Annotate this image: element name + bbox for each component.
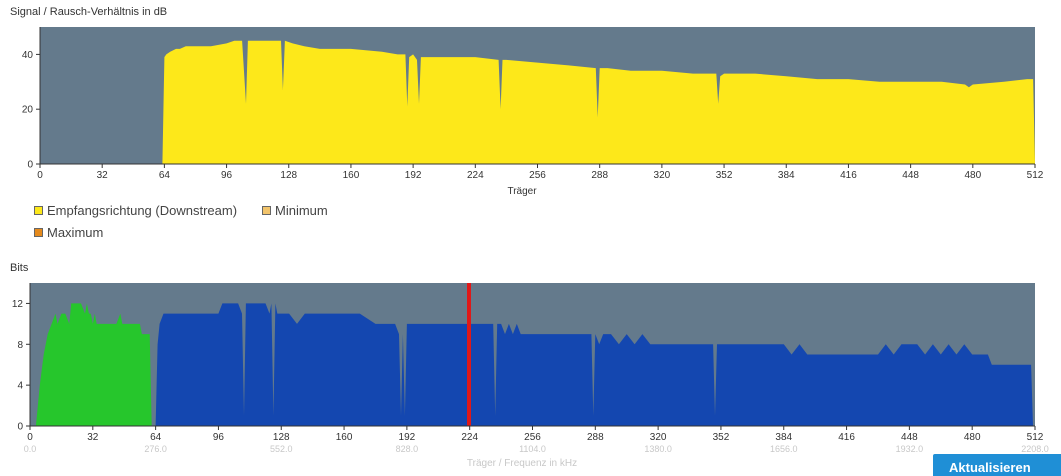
chart2-frequency-tick-label: 828.0 bbox=[396, 444, 419, 454]
legend-item-maximum[interactable]: Maximum bbox=[34, 225, 103, 240]
chart1-x-tick-label: 128 bbox=[280, 170, 297, 181]
chart1-ticks: 0 32 64 96 128 160 192 224 256 288 320 352 384 416 448… bbox=[22, 50, 1044, 181]
chart1-x-tick-label: 512 bbox=[1027, 170, 1044, 181]
chart1-x-tick-label: 256 bbox=[529, 170, 546, 181]
chart1-x-tick-label: 0 bbox=[37, 170, 43, 181]
chart1-title: Signal / Rausch-Verhältnis in dB bbox=[10, 6, 168, 18]
chart2-x-tick-label: 64 bbox=[150, 432, 162, 443]
chart2-x-tick-label: 320 bbox=[650, 432, 667, 443]
chart2-x-tick-label: 160 bbox=[336, 432, 353, 443]
chart1-y-tick-label: 40 bbox=[22, 50, 34, 61]
chart2-x-tick-label: 0 bbox=[27, 432, 33, 443]
chart1-x-tick-label: 192 bbox=[405, 170, 422, 181]
chart1-x-tick-label: 448 bbox=[902, 170, 919, 181]
chart2-frequency-tick-label: 1656.0 bbox=[770, 444, 798, 454]
chart2-x-tick-label: 512 bbox=[1027, 432, 1044, 443]
chart2-series-layer bbox=[35, 303, 1036, 426]
chart1-series-layer bbox=[40, 40, 1035, 165]
legend-label-downstream: Empfangsrichtung (Downstream) bbox=[47, 203, 238, 218]
chart2-ticks: 0 32 64 96 128 160 192 224 256 288 320 352 384 416 448… bbox=[12, 299, 1049, 454]
chart2-series-downstream-area bbox=[155, 303, 1036, 426]
refresh-button[interactable]: Aktualisieren bbox=[933, 454, 1061, 476]
chart2-frequency-tick-label: 276.0 bbox=[144, 444, 167, 454]
chart1-y-tick-label: 20 bbox=[22, 105, 34, 116]
chart2-x-tick-label: 384 bbox=[775, 432, 792, 443]
chart2-y-tick-label: 8 bbox=[17, 340, 23, 351]
chart1-x-tick-label: 480 bbox=[964, 170, 981, 181]
legend-item-minimum[interactable]: Minimum bbox=[262, 203, 328, 218]
legend-item-downstream[interactable]: Empfangsrichtung (Downstream) bbox=[34, 203, 237, 218]
chart2-y-tick-label: 12 bbox=[12, 299, 24, 310]
chart1-x-axis-label: Träger bbox=[507, 186, 537, 197]
chart1-y-tick-label: 0 bbox=[27, 160, 33, 171]
chart2-y-tick-label: 0 bbox=[17, 422, 23, 433]
chart2-frequency-tick-label: 1104.0 bbox=[519, 444, 546, 454]
chart1-x-tick-label: 96 bbox=[221, 170, 233, 181]
legend-label-minimum: Minimum bbox=[275, 203, 328, 218]
chart2-frequency-tick-label: 2208.0 bbox=[1021, 444, 1049, 454]
maximum-swatch bbox=[34, 228, 43, 237]
chart2-x-tick-label: 448 bbox=[901, 432, 918, 443]
chart2-frequency-tick-label: 552.0 bbox=[270, 444, 293, 454]
chart2-frequency-tick-label: 1932.0 bbox=[896, 444, 924, 454]
chart1-x-tick-label: 416 bbox=[840, 170, 857, 181]
chart2-x-tick-label: 128 bbox=[273, 432, 290, 443]
chart2-title: Bits bbox=[10, 262, 29, 274]
legend-label-maximum: Maximum bbox=[47, 225, 104, 240]
chart2-series-upstream-area bbox=[35, 303, 152, 426]
chart2-x-tick-label: 192 bbox=[399, 432, 416, 443]
chart2-x-tick-label: 96 bbox=[213, 432, 225, 443]
chart1-x-tick-label: 384 bbox=[778, 170, 795, 181]
chart2-frequency-tick-label: 1380.0 bbox=[644, 444, 672, 454]
chart1-x-tick-label: 64 bbox=[159, 170, 171, 181]
chart1-x-tick-label: 288 bbox=[591, 170, 608, 181]
chart1-x-tick-label: 160 bbox=[343, 170, 360, 181]
chart2-x-tick-label: 32 bbox=[87, 432, 99, 443]
chart2-x-tick-label: 224 bbox=[461, 432, 478, 443]
chart1-x-tick-label: 320 bbox=[654, 170, 671, 181]
chart2-x-tick-label: 288 bbox=[587, 432, 604, 443]
chart2-y-tick-label: 4 bbox=[17, 381, 23, 392]
chart1-x-tick-label: 32 bbox=[97, 170, 109, 181]
chart2-x-tick-label: 416 bbox=[838, 432, 855, 443]
chart2-frequency-tick-label: 0.0 bbox=[24, 444, 37, 454]
chart2-x-tick-label: 256 bbox=[524, 432, 541, 443]
chart1-x-tick-label: 224 bbox=[467, 170, 484, 181]
chart1-series-empfangsrichtung-downstream--area bbox=[40, 40, 1035, 165]
chart2-x-tick-label: 480 bbox=[964, 432, 981, 443]
chart2-x-axis-label: Träger / Frequenz in kHz bbox=[467, 458, 577, 469]
chart2-x-tick-label: 352 bbox=[713, 432, 730, 443]
chart1-x-tick-label: 352 bbox=[716, 170, 733, 181]
downstream-swatch bbox=[34, 206, 43, 215]
minimum-swatch bbox=[262, 206, 271, 215]
